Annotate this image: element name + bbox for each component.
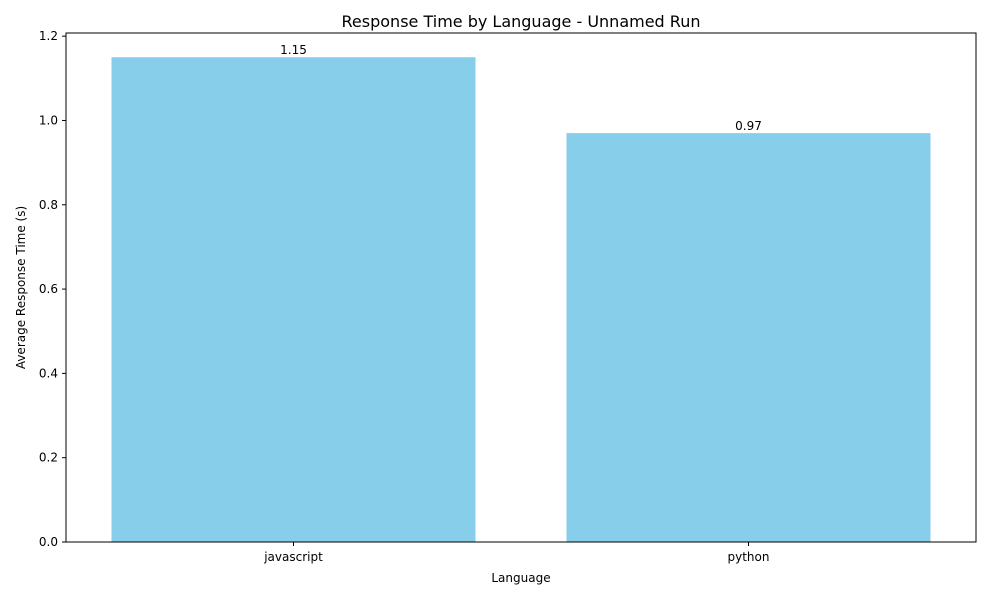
y-tick-label: 0.0 [39,535,58,549]
plot-frame [65,32,977,543]
bar-value-label-javascript: 1.15 [280,43,307,57]
x-tick-label-javascript: javascript [263,550,323,564]
bar-value-label-python: 0.97 [735,119,762,133]
y-tick-label: 0.8 [39,198,58,212]
x-tick-label-python: python [728,550,770,564]
chart-title: Response Time by Language - Unnamed Run [342,12,701,31]
bars-group [111,57,931,542]
y-tick-label: 1.2 [39,29,58,43]
x-axis-label: Language [491,571,550,585]
y-tick-label: 1.0 [39,113,58,127]
y-tick-label: 0.6 [39,282,58,296]
bar-javascript [111,57,476,542]
bar-python [566,133,931,542]
x-axis-ticks: javascript python [263,542,769,564]
y-tick-label: 0.4 [39,366,58,380]
y-axis-label: Average Response Time (s) [14,206,28,369]
y-tick-label: 0.2 [39,451,58,465]
bar-value-labels: 1.15 0.97 [280,43,762,133]
y-axis-ticks: 0.0 0.2 0.4 0.6 0.8 1.0 1.2 [39,29,66,549]
